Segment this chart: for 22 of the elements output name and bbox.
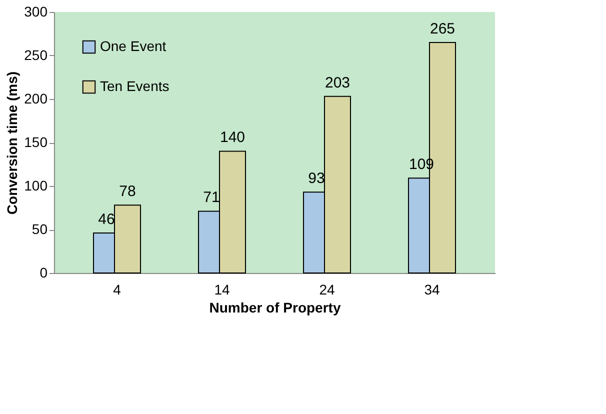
y-tick-label: 250 bbox=[24, 47, 48, 63]
data-label: 46 bbox=[98, 210, 115, 228]
y-tick-label: 0 bbox=[40, 264, 48, 280]
data-label: 78 bbox=[119, 183, 136, 200]
data-label: 203 bbox=[324, 74, 350, 92]
legend-label: One Event bbox=[100, 38, 166, 54]
data-label: 265 bbox=[430, 20, 456, 38]
data-label: 93 bbox=[308, 170, 325, 188]
legend-label: Ten Events bbox=[100, 78, 170, 94]
y-tick-label: 100 bbox=[24, 178, 48, 194]
y-tick-label: 50 bbox=[32, 221, 48, 237]
x-tick-label: 24 bbox=[319, 282, 335, 298]
y-axis-title: Conversion time (ms) bbox=[4, 71, 20, 215]
data-label: 140 bbox=[220, 129, 246, 146]
x-axis-title: Number of Property bbox=[209, 300, 341, 316]
x-tick-label: 14 bbox=[214, 282, 230, 298]
data-label: 71 bbox=[203, 189, 220, 206]
x-tick-label: 34 bbox=[424, 282, 440, 298]
y-tick-label: 200 bbox=[24, 90, 48, 106]
y-tick-label: 300 bbox=[24, 4, 48, 20]
y-tick-label: 150 bbox=[24, 134, 48, 150]
x-tick-label: 4 bbox=[113, 282, 122, 298]
